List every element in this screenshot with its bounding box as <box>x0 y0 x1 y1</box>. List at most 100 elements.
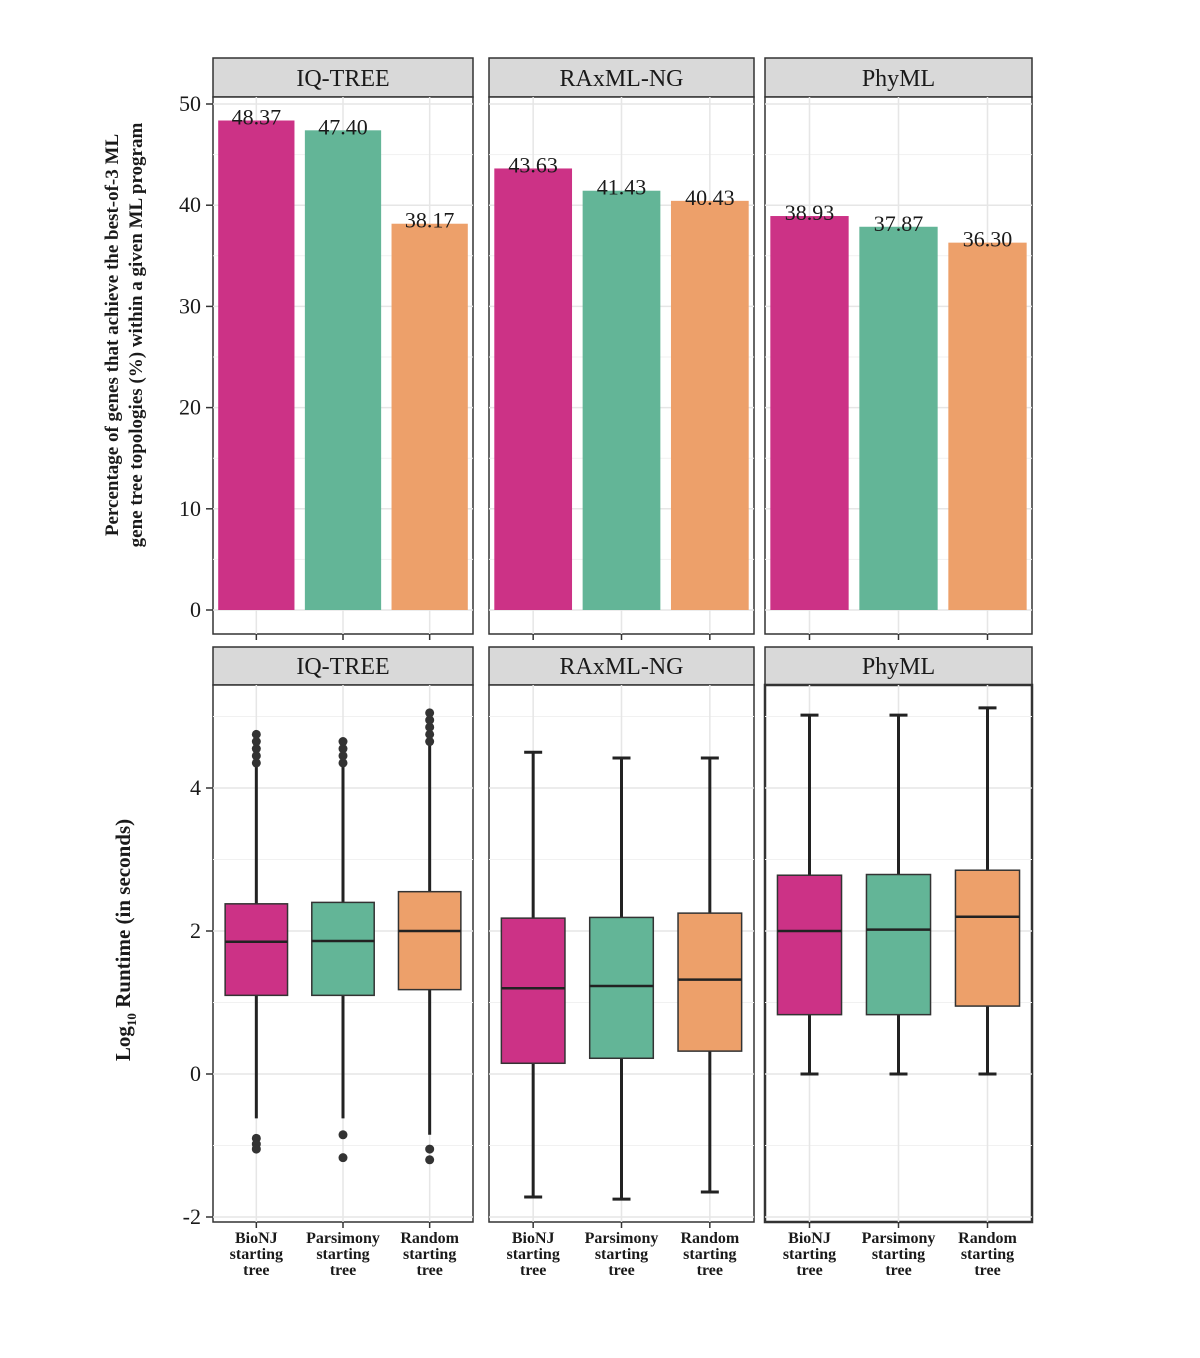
bar-value-label: 48.37 <box>232 104 282 129</box>
box-bionj <box>224 729 289 1154</box>
outlier-point <box>338 737 348 747</box>
bar-value-label: 40.43 <box>685 185 735 210</box>
box-iqr <box>588 916 655 1060</box>
x-category-label: starting <box>230 1246 283 1263</box>
x-category-label: Random <box>958 1230 1017 1247</box>
x-category-label: BioNJ <box>512 1230 555 1247</box>
x-category-label: starting <box>783 1246 836 1263</box>
bar-bionj <box>770 216 849 611</box>
x-category-label: starting <box>872 1246 925 1263</box>
outlier-point <box>425 1144 435 1154</box>
x-category-label: tree <box>885 1262 911 1279</box>
facet-strip <box>488 57 755 98</box>
facet-title: RAxML-NG <box>560 66 684 92</box>
y-tick-label: 50 <box>179 91 201 116</box>
facet-phyml: PhyML 38.93 37.87 36.30 <box>764 57 1033 640</box>
x-category-label: tree <box>796 1262 822 1279</box>
bar-parsimony <box>859 226 938 610</box>
x-category-label: tree <box>243 1262 269 1279</box>
box-iqr <box>311 901 375 997</box>
facet-phyml: PhyMLBioNJstartingtreeParsimonystartingt… <box>763 646 1034 1279</box>
x-category-label: starting <box>595 1246 648 1263</box>
outlier-point <box>425 722 435 732</box>
box-iqr <box>500 917 566 1065</box>
facet-strip <box>764 646 1033 686</box>
facet-iq-tree: IQ-TREEBioNJstartingtreeParsimonystartin… <box>212 646 474 1279</box>
y-axis-label-prefix: Log <box>111 1026 135 1062</box>
outlier-point <box>251 1144 261 1154</box>
x-category-label: BioNJ <box>788 1230 831 1247</box>
y-tick-label: 30 <box>179 293 201 318</box>
bar-value-label: 38.17 <box>405 208 455 233</box>
box-iqr <box>954 869 1021 1007</box>
box-bionj <box>776 713 843 1076</box>
x-category-label: starting <box>403 1246 456 1263</box>
facet-title: PhyML <box>862 654 935 680</box>
bar-parsimony <box>582 190 661 610</box>
box-bionj <box>500 750 566 1199</box>
bar-parsimony <box>304 130 382 610</box>
facet-raxml-ng: RAxML-NG 43.63 41.43 40.43 <box>488 57 755 640</box>
x-category-label: tree <box>697 1262 723 1279</box>
y-tick-label: -2 <box>183 1204 201 1229</box>
box-iqr <box>865 873 932 1016</box>
box-random <box>677 756 743 1194</box>
bar-random <box>391 223 468 610</box>
x-category-label: tree <box>330 1262 356 1279</box>
x-category-label: BioNJ <box>235 1230 278 1247</box>
bar-bionj <box>218 120 295 610</box>
bar-value-label: 36.30 <box>963 227 1013 252</box>
facet-title: IQ-TREE <box>296 654 389 680</box>
facet-title: IQ-TREE <box>296 66 389 92</box>
bar-value-label: 37.87 <box>874 211 924 236</box>
outlier-point <box>251 751 261 761</box>
x-category-label: tree <box>520 1262 546 1279</box>
facet-strip <box>212 646 474 686</box>
x-category-label: Parsimony <box>862 1230 936 1247</box>
outlier-point <box>251 744 261 754</box>
outlier-point <box>425 737 435 747</box>
y-axis-label-line-2: gene tree topologies (%) within a given … <box>126 123 147 548</box>
bar-chart-success-rate: Percentage of genes that achieve the bes… <box>102 57 1033 640</box>
box-iqr <box>776 874 843 1016</box>
y-tick-label: 0 <box>190 597 201 622</box>
box-chart-runtime: Log10 Runtime (in seconds) -2 0 2 4 IQ-TREE Bi… <box>111 646 1034 1279</box>
box-parsimony <box>865 713 932 1076</box>
bar-bionj <box>494 168 573 610</box>
bar-value-label: 38.93 <box>785 200 835 225</box>
y-axis-label-line-1: Percentage of genes that achieve the bes… <box>102 134 123 536</box>
bar-value-label: 41.43 <box>597 175 647 200</box>
x-category-label: tree <box>974 1262 1000 1279</box>
y-tick-label: 4 <box>190 775 201 800</box>
y-axis-label-subscript: 10 <box>124 1013 139 1026</box>
y-axis-label-text: Runtime (in seconds) <box>111 819 135 1013</box>
bar-value-label: 47.40 <box>318 114 368 139</box>
y-tick-label: 0 <box>190 1061 201 1086</box>
outlier-point <box>338 1130 348 1140</box>
outlier-point <box>425 708 435 718</box>
bar-value-label: 43.63 <box>508 152 558 177</box>
facet-strip <box>764 57 1033 98</box>
box-iqr <box>677 912 743 1052</box>
box-parsimony <box>588 756 655 1201</box>
y-tick-label: 40 <box>179 192 201 217</box>
facet-iq-tree: IQ-TREE 48.37 47.40 38.17 <box>212 57 474 640</box>
x-category-label: Random <box>400 1230 459 1247</box>
outlier-point <box>251 737 261 747</box>
outlier-point <box>425 729 435 739</box>
x-category-label: tree <box>416 1262 442 1279</box>
bar-random <box>670 200 749 611</box>
outlier-point <box>338 744 348 754</box>
outlier-point <box>338 751 348 761</box>
outlier-point <box>425 715 435 725</box>
facet-title: RAxML-NG <box>560 654 684 680</box>
facet-raxml-ng: RAxML-NGBioNJstartingtreeParsimonystarti… <box>488 646 755 1279</box>
box-parsimony <box>311 737 375 1163</box>
box-iqr <box>224 903 289 997</box>
x-category-label: Random <box>680 1230 739 1247</box>
box-random <box>954 706 1021 1076</box>
x-category-label: starting <box>507 1246 560 1263</box>
bar-random <box>948 242 1027 611</box>
box-random <box>397 708 462 1165</box>
box-iqr <box>397 890 462 991</box>
